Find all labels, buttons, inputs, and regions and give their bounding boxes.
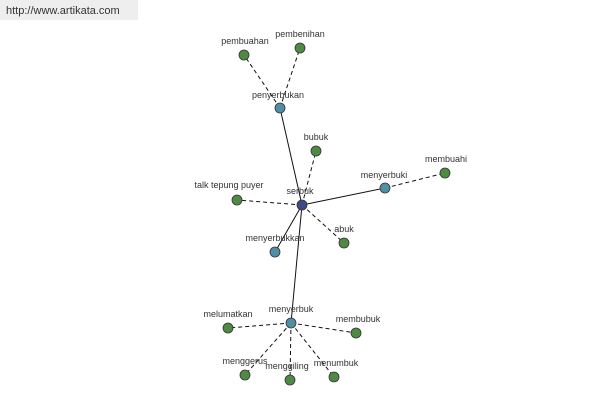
node [338, 237, 350, 249]
edge-dashed [290, 322, 357, 334]
node [439, 167, 451, 179]
node-label: menumbuk [314, 358, 359, 368]
edge-dashed [301, 150, 317, 206]
node [231, 194, 243, 206]
node-label: bubuk [304, 132, 329, 142]
node-label: menyerbuki [361, 170, 408, 180]
edge-dashed [301, 204, 345, 244]
edge-dashed [290, 322, 335, 378]
node-label: pembuahan [221, 36, 269, 46]
node-label: serbuk [286, 186, 314, 196]
edge [279, 107, 303, 206]
edge-dashed [289, 322, 292, 381]
node-label: melumatkan [203, 309, 252, 319]
node-label: menggiling [265, 361, 309, 371]
node [285, 317, 297, 329]
node-label: menyerbuk [269, 304, 314, 314]
node-label: penyerbukan [252, 90, 304, 100]
node [269, 246, 281, 258]
edge-dashed [227, 322, 292, 329]
node [239, 369, 251, 381]
node [222, 322, 234, 334]
node [274, 102, 286, 114]
node [284, 374, 296, 386]
node-label: pembenihan [275, 29, 325, 39]
node [310, 145, 322, 157]
node-label: menggerus [222, 356, 268, 366]
node [294, 42, 306, 54]
node [238, 49, 250, 61]
edge-dashed [279, 47, 301, 109]
node-label: membuahi [425, 154, 467, 164]
edge-dashed [236, 199, 303, 206]
node [379, 182, 391, 194]
edge [274, 204, 303, 253]
node [296, 199, 308, 211]
node-label: membubuk [336, 314, 381, 324]
edge-dashed [243, 54, 281, 109]
site-url: http://www.artikata.com [0, 0, 138, 20]
node-label: abuk [334, 224, 354, 234]
node-label: menyerbukkan [245, 233, 304, 243]
node-label: talk tepung puyer [194, 180, 263, 190]
edge [301, 187, 386, 206]
edge-dashed [244, 322, 292, 376]
node [328, 371, 340, 383]
edge [290, 204, 303, 324]
node [350, 327, 362, 339]
edge-dashed [384, 172, 446, 189]
